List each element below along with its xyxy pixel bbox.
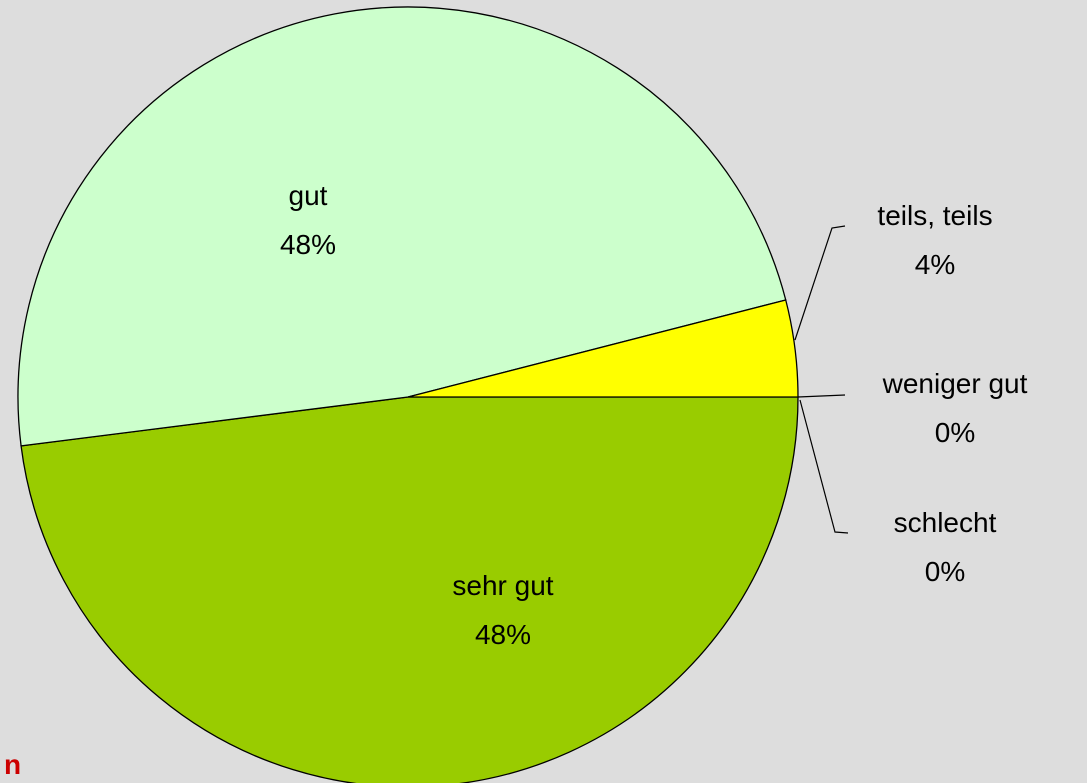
pie-slice [20,396,799,783]
slice-value-label: 48% [475,619,531,650]
slice-label: teils, teils [877,200,992,231]
pie [17,6,799,783]
pie-slice [17,6,787,447]
slice-value-label: 0% [925,556,965,587]
slice-value-label: 48% [280,229,336,260]
leader-line [797,394,846,398]
leader-line [794,225,846,341]
slice-label: weniger gut [882,368,1028,399]
annotation: n [4,749,21,780]
slice-label: sehr gut [452,570,553,601]
slice-label: schlecht [894,507,997,538]
leader-line [799,399,849,534]
labels: sehr gut 48% gut 48% teils, teils 4% weniger g… [280,180,1028,650]
slice-label: gut [289,180,328,211]
slice-value-label: 4% [915,249,955,280]
slice-value-label: 0% [935,417,975,448]
